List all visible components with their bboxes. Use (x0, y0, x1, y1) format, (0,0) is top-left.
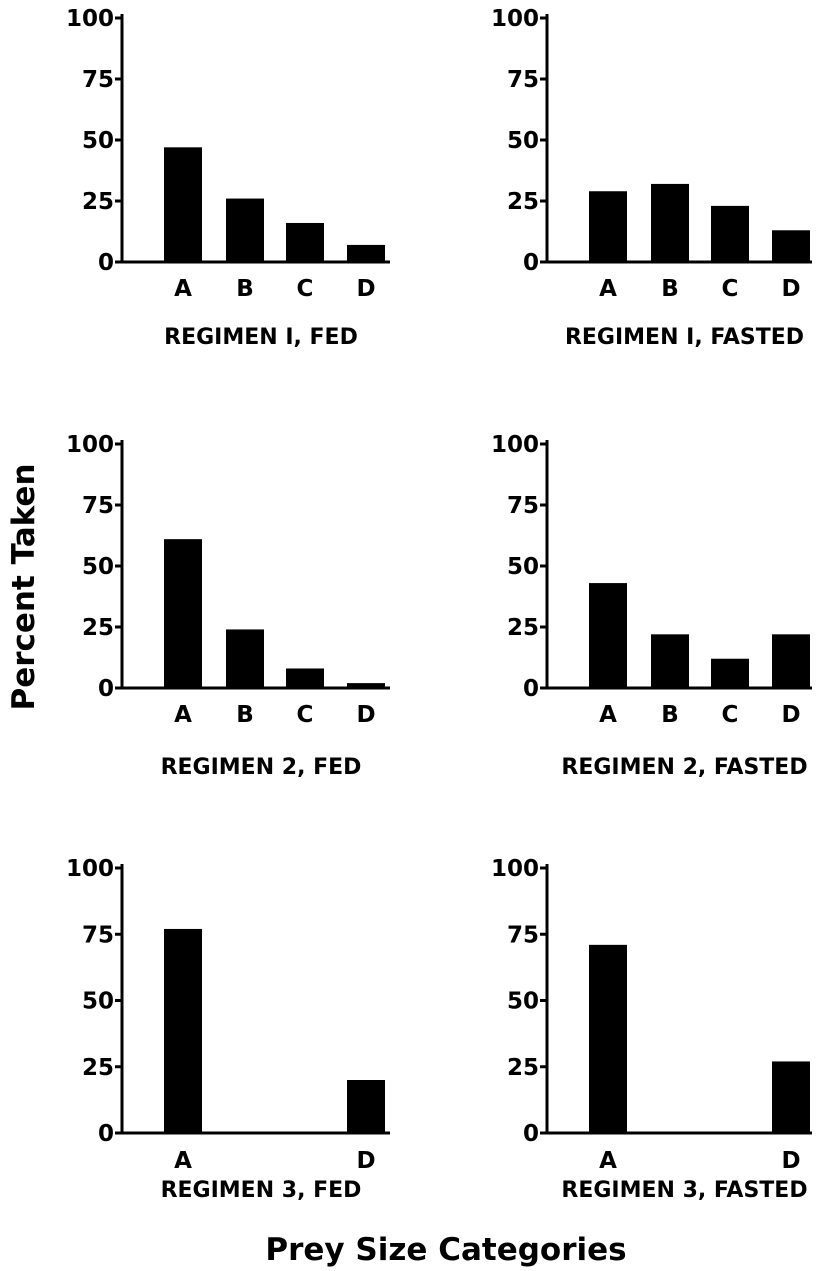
y-tick-label: 75 (82, 67, 114, 93)
y-tick-label: 25 (82, 1055, 114, 1081)
panel-title: REGIMEN 2, FASTED (561, 755, 807, 780)
category-label: A (599, 1148, 617, 1174)
y-tick-label: 100 (66, 6, 114, 32)
category-label: B (236, 702, 254, 728)
category-label: A (599, 276, 617, 302)
panel-title: REGIMEN I, FASTED (565, 325, 804, 350)
y-tick-label: 50 (507, 989, 539, 1015)
panel-title: REGIMEN 3, FASTED (561, 1178, 807, 1203)
y-tick-label: 75 (82, 493, 114, 519)
bar-A (164, 539, 202, 688)
bar-C (711, 206, 749, 262)
y-tick-label: 0 (523, 1121, 539, 1147)
y-tick-label: 25 (82, 615, 114, 641)
y-tick-label: 50 (82, 554, 114, 580)
category-label: C (722, 276, 739, 302)
category-label: D (356, 1148, 375, 1174)
y-tick-label: 50 (507, 128, 539, 154)
bar-D (347, 1080, 385, 1133)
category-label: B (236, 276, 254, 302)
category-label: A (174, 1148, 192, 1174)
category-label: D (781, 702, 800, 728)
bar-D (347, 683, 385, 688)
panel-title: REGIMEN 2, FED (161, 755, 362, 780)
category-label: A (174, 276, 192, 302)
category-label: A (599, 702, 617, 728)
y-tick-label: 0 (523, 676, 539, 702)
y-tick-label: 100 (66, 432, 114, 458)
panel-4: 0 25 50 75 100 A B C D REGIMEN 2, FASTED (491, 432, 812, 780)
y-tick-label: 25 (507, 1055, 539, 1081)
category-label: B (661, 702, 679, 728)
bar-A (589, 945, 627, 1133)
category-label: D (356, 702, 375, 728)
y-tick-label: 50 (507, 554, 539, 580)
y-tick-label: 0 (98, 1121, 114, 1147)
y-tick-label: 0 (98, 250, 114, 276)
bar-B (226, 629, 264, 688)
panel-grid: 0 25 50 75 100 A B C D REGIMEN I, FED 0 25 50 75 100 A B… (66, 6, 812, 1203)
y-tick-label: 100 (491, 432, 539, 458)
category-label: B (661, 276, 679, 302)
y-tick-label: 25 (507, 615, 539, 641)
y-tick-label: 100 (66, 856, 114, 882)
category-label: C (722, 702, 739, 728)
x-axis-title: Prey Size Categories (265, 1232, 626, 1268)
category-label: D (356, 276, 375, 302)
bar-A (164, 147, 202, 262)
y-tick-label: 0 (98, 676, 114, 702)
category-label: D (781, 276, 800, 302)
bar-D (772, 634, 810, 688)
y-tick-label: 0 (523, 250, 539, 276)
bar-A (589, 583, 627, 688)
category-label: A (174, 702, 192, 728)
bar-C (711, 659, 749, 688)
bar-C (286, 668, 324, 688)
bar-B (651, 634, 689, 688)
bar-A (164, 929, 202, 1133)
bar-C (286, 223, 324, 262)
panel-5: 0 25 50 75 100 A D REGIMEN 3, FED (66, 856, 390, 1203)
panel-title: REGIMEN I, FED (164, 325, 358, 350)
bar-D (347, 245, 385, 262)
y-axis-title: Percent Taken (6, 463, 42, 710)
y-tick-label: 50 (82, 989, 114, 1015)
category-label: C (297, 702, 314, 728)
y-tick-label: 50 (82, 128, 114, 154)
category-label: D (781, 1148, 800, 1174)
category-label: C (297, 276, 314, 302)
y-tick-label: 75 (82, 922, 114, 948)
bar-D (772, 1061, 810, 1133)
y-tick-label: 25 (82, 189, 114, 215)
panel-2: 0 25 50 75 100 A B C D REGIMEN I, FASTED (491, 6, 812, 350)
bar-B (651, 184, 689, 262)
bar-B (226, 199, 264, 262)
y-tick-label: 75 (507, 493, 539, 519)
panel-6: 0 25 50 75 100 A D REGIMEN 3, FASTED (491, 856, 812, 1203)
y-tick-label: 75 (507, 67, 539, 93)
y-tick-label: 100 (491, 856, 539, 882)
bar-D (772, 230, 810, 262)
panel-3: 0 25 50 75 100 A B C D REGIMEN 2, FED (66, 432, 390, 780)
panel-1: 0 25 50 75 100 A B C D REGIMEN I, FED (66, 6, 390, 350)
y-tick-label: 75 (507, 922, 539, 948)
panel-title: REGIMEN 3, FED (161, 1178, 362, 1203)
y-tick-label: 100 (491, 6, 539, 32)
bar-A (589, 191, 627, 262)
y-tick-label: 25 (507, 189, 539, 215)
